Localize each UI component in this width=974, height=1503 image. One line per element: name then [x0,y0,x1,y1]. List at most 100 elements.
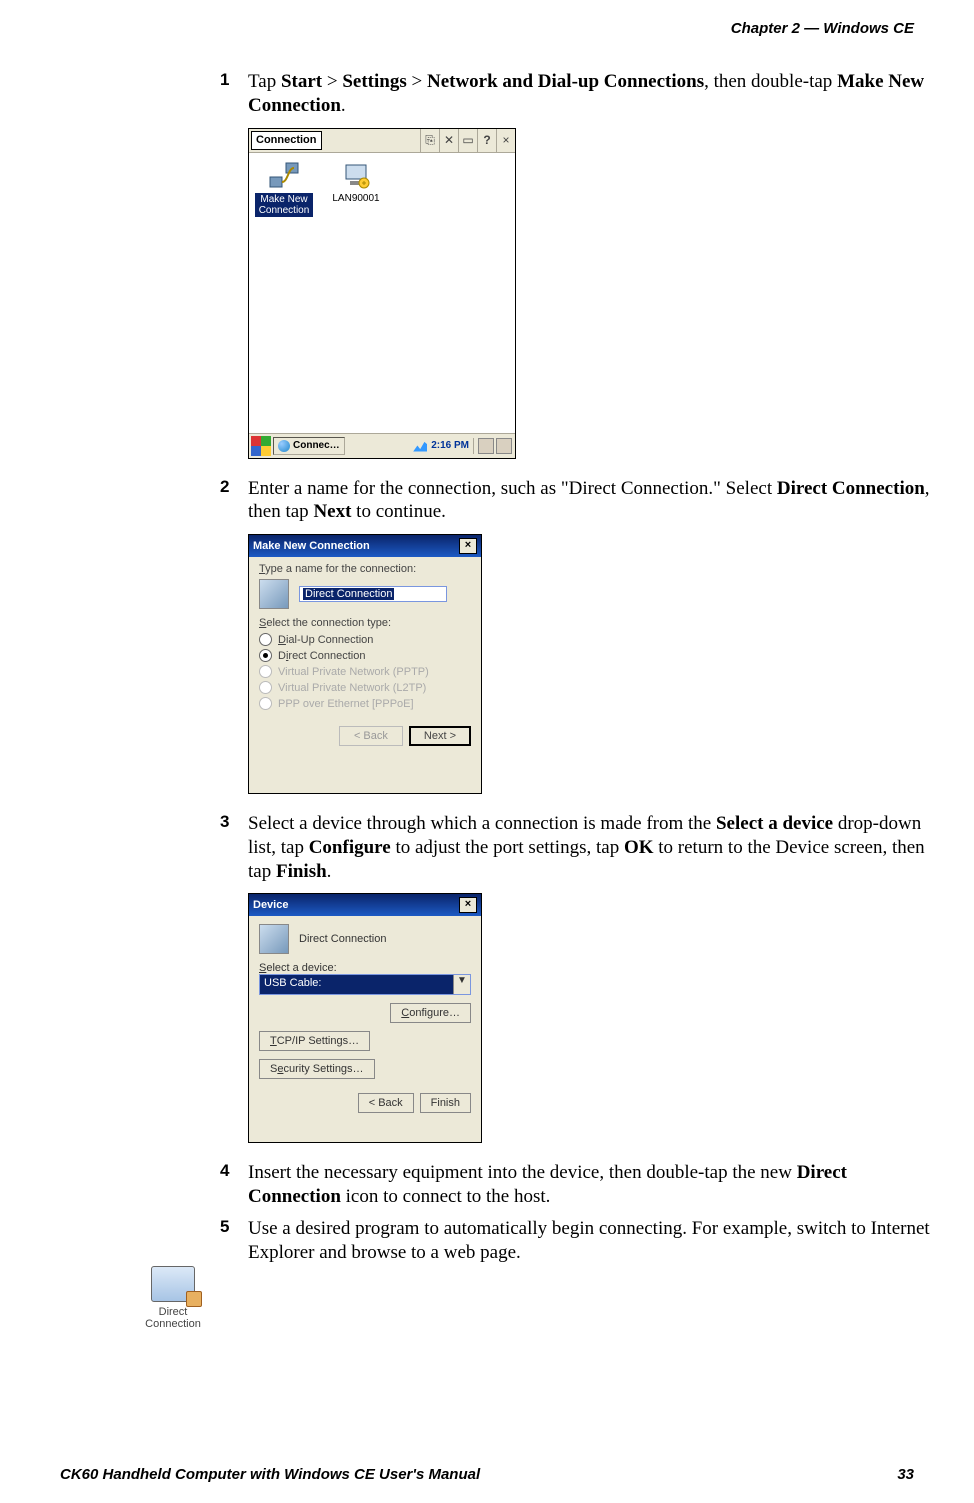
close-icon[interactable]: × [459,538,477,554]
back-button: < Back [339,726,403,746]
b: OK [624,837,654,858]
title-tab[interactable]: Connection [251,131,322,150]
tray-icon[interactable] [478,438,494,454]
step-3-number: 3 [220,812,248,883]
lan-icon[interactable]: LAN90001 [327,159,385,204]
globe-icon [278,440,290,452]
radio-l2tp: Virtual Private Network (L2TP) [259,681,471,694]
make-new-connection-icon[interactable]: Make New Connection [255,159,313,217]
radio-direct[interactable]: Direct Connection [259,649,471,662]
help-icon[interactable]: ? [477,129,496,152]
task-button[interactable]: Connec… [273,437,345,455]
close-icon[interactable]: × [459,897,477,913]
step-4-number: 4 [220,1161,248,1209]
radio-icon [259,633,272,646]
icon-label: Make New Connection [255,193,313,217]
connection-name-input[interactable]: Direct Connection [299,586,447,602]
main-content: 1 Tap Start > Settings > Network and Dia… [220,70,930,1272]
lbl: elect a device: [266,962,336,974]
screenshot-make-new-connection: Make New Connection × Type a name for th… [248,534,482,794]
step-2-number: 2 [220,477,248,525]
tray-icon[interactable] [496,438,512,454]
start-button[interactable] [251,436,271,456]
b: Network and Dial-up Connections [427,71,704,92]
chevron-down-icon: ▼ [453,975,470,994]
button-row: < Back Next > [259,726,471,746]
button-column: Configure… TCP/IP Settings… Security Set… [259,1003,471,1079]
dialog-title: Make New Connection [253,540,370,552]
select-value: USB Cable: [260,975,453,994]
step-4-text: Insert the necessary equipment into the … [248,1161,930,1209]
t: to continue. [351,501,445,522]
margin-direct-connection-icon: Direct Connection [135,1266,211,1330]
finish-button[interactable]: Finish [420,1093,471,1113]
t: > [322,71,342,92]
t: Use a desired program to automatically b… [248,1218,930,1263]
signal-icon[interactable] [413,440,427,452]
t: , then double-tap [704,71,837,92]
toolbar-icon[interactable]: ⎘ [420,129,439,152]
step-1-text: Tap Start > Settings > Network and Dial-… [248,70,930,118]
b: Finish [276,861,327,882]
t: Tap [248,71,281,92]
footer-left: CK60 Handheld Computer with Windows CE U… [60,1466,480,1483]
radio-pptp: Virtual Private Network (PPTP) [259,665,471,678]
tcpip-button[interactable]: TCP/IP Settings… [259,1031,370,1051]
heading: Direct Connection [299,933,386,945]
type-label: Select the connection type: [259,617,471,629]
connection-icon [259,579,289,609]
step-1-number: 1 [220,70,248,118]
opt: Virtual Private Network (L2TP) [278,682,426,694]
radio-icon [259,649,272,662]
step-1: 1 Tap Start > Settings > Network and Dia… [220,70,930,118]
footer-page-number: 33 [897,1466,914,1483]
radio-icon [259,697,272,710]
dialog-title: Device [253,899,288,911]
t: icon to connect to the host. [341,1186,550,1207]
t: Enter a name for the connection, such as… [248,478,777,499]
b: Direct Connection [777,478,925,499]
security-button[interactable]: Security Settings… [259,1059,375,1079]
step-2: 2 Enter a name for the connection, such … [220,477,930,525]
name-row: Direct Connection [259,579,471,609]
select-label: Select a device: [259,962,471,974]
t: . [341,95,346,116]
toolbar-props-icon[interactable]: ▭ [458,129,477,152]
back-button[interactable]: < Back [358,1093,414,1113]
system-tray: 2:16 PM [413,438,515,454]
step-3-text: Select a device through which a connecti… [248,812,930,883]
t: > [407,71,427,92]
configure-button[interactable]: Configure… [390,1003,471,1023]
radio-icon [259,665,272,678]
tray-right [473,438,512,454]
step-4: 4 Insert the necessary equipment into th… [220,1161,930,1209]
dialog-body: Type a name for the connection: Direct C… [249,557,481,756]
step-5-number: 5 [220,1217,248,1265]
dialog-title-bar: Device × [249,894,481,916]
next-button[interactable]: Next > [409,726,471,746]
toolbar-delete-icon[interactable]: ✕ [439,129,458,152]
taskbar: Connec… 2:16 PM [249,433,515,458]
lbl: elect the connection type: [266,617,391,629]
heading-row: Direct Connection [259,924,471,954]
connection-icon [259,924,289,954]
t: Select a device through which a connecti… [248,813,716,834]
opt: Dial-Up Connection [278,634,373,646]
device-select[interactable]: USB Cable: ▼ [259,974,471,995]
screenshot-connection-window: Connection ⎘ ✕ ▭ ? × Make New Connection… [248,128,516,459]
close-icon[interactable]: × [496,129,515,152]
input-value: Direct Connection [303,588,394,600]
dialog-body: Direct Connection Select a device: USB C… [249,916,481,1121]
t: . [327,861,332,882]
radio-dialup[interactable]: Dial-Up Connection [259,633,471,646]
name-label: Type a name for the connection: [259,563,471,575]
step-2-text: Enter a name for the connection, such as… [248,477,930,525]
title-bar: Connection ⎘ ✕ ▭ ? × [249,129,515,153]
clock[interactable]: 2:16 PM [431,440,469,451]
t: Insert the necessary equipment into the … [248,1162,797,1183]
page-footer: CK60 Handheld Computer with Windows CE U… [60,1466,914,1483]
dialog-title-bar: Make New Connection × [249,535,481,557]
b: Configure [309,837,391,858]
opt: Direct Connection [278,650,365,662]
b: Settings [342,71,406,92]
